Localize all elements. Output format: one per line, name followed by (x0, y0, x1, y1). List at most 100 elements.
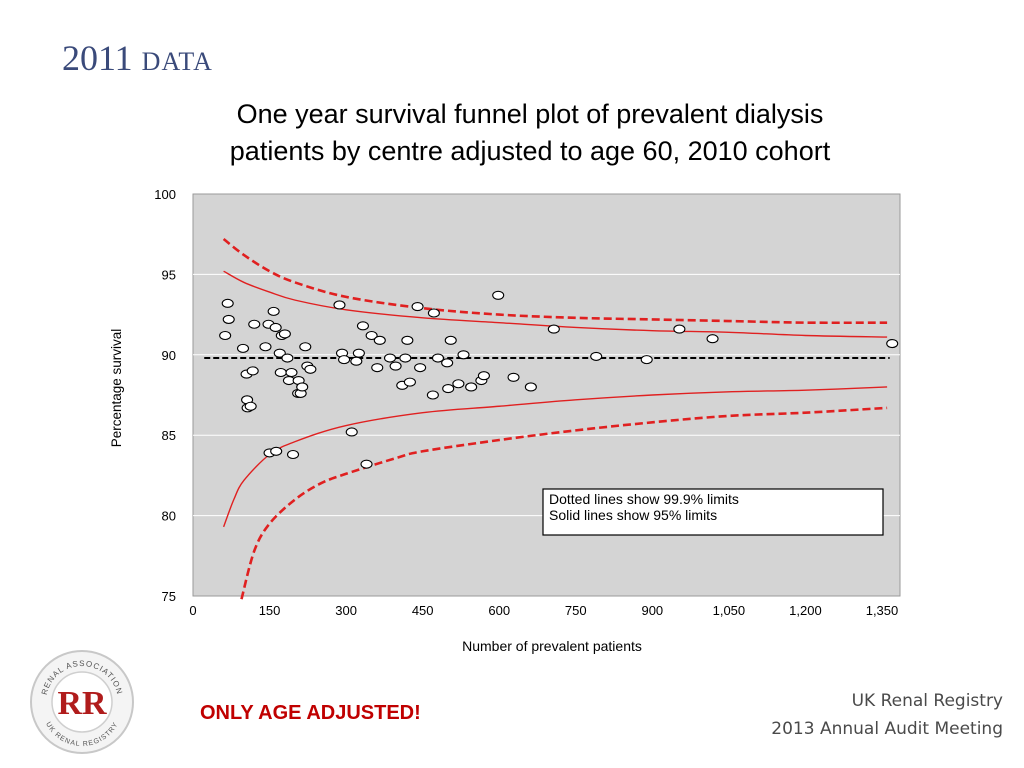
data-point (403, 377, 416, 387)
data-point (333, 300, 346, 310)
y-tick-label: 75 (162, 589, 176, 604)
data-point (248, 319, 261, 329)
control-limits (222, 238, 888, 600)
limit-line (240, 406, 888, 600)
data-point (401, 335, 414, 345)
limit-line (223, 270, 888, 338)
logo-inner-ring (51, 671, 113, 733)
data-point (590, 351, 603, 361)
legend-box: Dotted lines show 99.9% limits Solid lin… (542, 488, 884, 536)
data-point (383, 353, 397, 363)
y-axis-ticks: 75 80 85 90 95 100 (154, 187, 176, 604)
data-point (524, 382, 537, 392)
data-point (444, 335, 457, 345)
data-point (640, 355, 653, 365)
x-axis-label: Number of prevalent patients (462, 638, 642, 654)
y-tick-label: 80 (162, 509, 176, 524)
legend-line-dotted: Dotted lines show 99.9% limits (549, 491, 739, 507)
data-point (286, 449, 300, 460)
data-point (442, 384, 455, 394)
data-point (365, 330, 378, 341)
data-point (373, 335, 386, 345)
data-point (411, 302, 424, 312)
data-point (246, 366, 259, 376)
limit-line (222, 238, 888, 325)
x-tick-label: 900 (641, 603, 663, 618)
limit-line (222, 386, 888, 528)
renal-registry-logo: RENAL ASSOCIATION UK RENAL REGISTRY RR (22, 648, 142, 756)
chart-heading-line1: One year survival funnel plot of prevale… (236, 99, 824, 129)
data-point (507, 372, 520, 382)
data-point (274, 367, 287, 378)
slide-title: 2011 DATA (62, 38, 213, 82)
data-point (399, 353, 412, 363)
y-tick-label: 85 (162, 428, 176, 443)
chart-heading-line2: patients by centre adjusted to age 60, 2… (229, 136, 831, 166)
x-tick-label: 150 (259, 603, 281, 618)
data-point (414, 363, 427, 373)
x-tick-label: 300 (335, 603, 357, 618)
age-adjusted-warning: ONLY AGE ADJUSTED! (200, 702, 421, 724)
data-point (465, 382, 478, 392)
data-point (706, 334, 719, 344)
data-point (356, 321, 370, 331)
x-tick-label: 1,050 (713, 603, 746, 618)
title-word: DATA (141, 47, 213, 76)
data-point (281, 353, 294, 363)
data-point (452, 379, 465, 389)
x-tick-label: 1,200 (789, 603, 822, 618)
data-point (221, 298, 234, 308)
funnel-plot: 75 80 85 90 95 100 0 150 300 450 600 750 900 1,050 1,… (109, 187, 901, 654)
data-point (673, 324, 686, 334)
data-point (222, 314, 235, 324)
data-point (477, 371, 490, 381)
data-point (273, 348, 286, 358)
data-point (338, 355, 351, 365)
data-point (389, 361, 402, 371)
x-tick-label: 750 (565, 603, 587, 618)
logo-graphic: RENAL ASSOCIATION UK RENAL REGISTRY RR (30, 650, 134, 754)
y-tick-label: 90 (162, 348, 176, 363)
data-point (267, 306, 280, 316)
data-point (371, 363, 384, 373)
x-tick-label: 1,350 (866, 603, 899, 618)
data-point (492, 290, 505, 300)
x-tick-label: 0 (189, 603, 196, 618)
data-point (360, 459, 373, 469)
footer: UK Renal Registry 2013 Annual Audit Meet… (771, 687, 1003, 743)
data-point (345, 427, 358, 437)
title-year: 2011 (62, 38, 133, 78)
data-point (304, 364, 317, 374)
chart-heading: One year survival funnel plot of prevale… (0, 96, 1024, 170)
data-point (299, 342, 312, 352)
data-point (219, 330, 232, 341)
data-point (431, 353, 445, 363)
y-tick-label: 95 (162, 267, 176, 282)
data-point (285, 367, 298, 378)
footer-registry: UK Renal Registry (851, 691, 1003, 711)
x-axis-ticks: 0 150 300 450 600 750 900 1,050 1,200 1,350 (189, 603, 898, 618)
data-point (426, 390, 439, 400)
data-point (886, 338, 899, 349)
data-point (244, 401, 257, 411)
footer-meeting: 2013 Annual Audit Meeting (771, 719, 1003, 739)
legend-line-solid: Solid lines show 95% limits (549, 507, 717, 523)
data-point (270, 446, 283, 456)
data-point (547, 324, 560, 334)
data-points (219, 290, 899, 469)
data-point (350, 356, 363, 366)
data-point (441, 358, 454, 368)
data-point (269, 322, 282, 333)
data-point (278, 329, 291, 339)
legend-frame (542, 488, 884, 536)
x-tick-label: 450 (412, 603, 434, 618)
y-tick-label: 100 (154, 187, 176, 202)
data-point (352, 348, 365, 358)
data-point (259, 342, 272, 352)
data-point (427, 308, 440, 318)
data-point (457, 350, 470, 360)
x-tick-label: 600 (488, 603, 510, 618)
logo-letters: RR (57, 685, 107, 722)
data-point (236, 343, 250, 353)
data-point (296, 382, 309, 392)
